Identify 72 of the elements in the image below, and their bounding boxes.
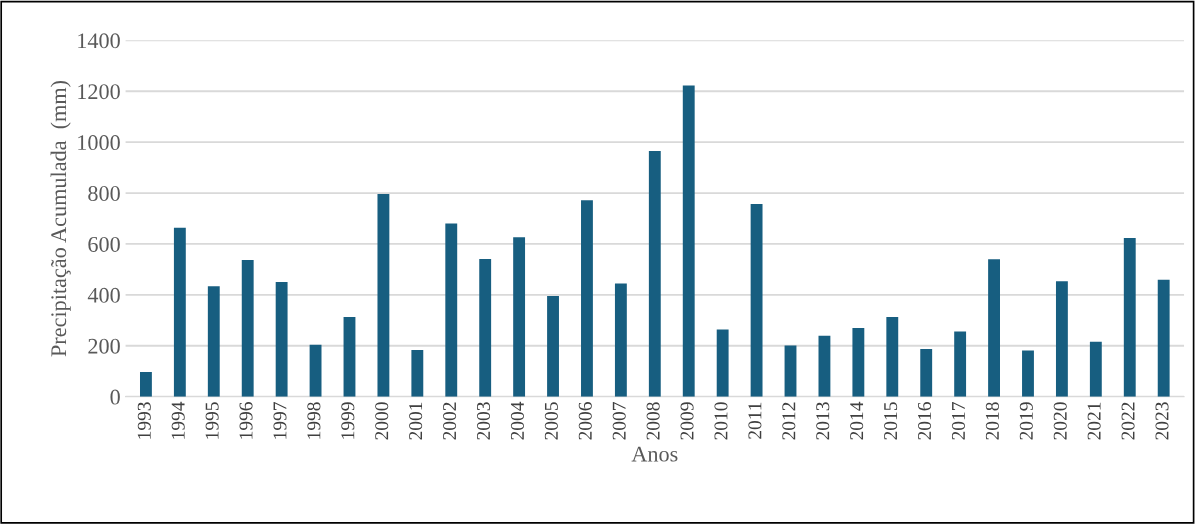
x-tick-label: 2012 <box>782 402 796 440</box>
bar <box>343 317 356 397</box>
bar <box>716 329 729 397</box>
x-tick-label: 2005 <box>544 402 558 440</box>
y-tick-label: 600 <box>88 236 120 252</box>
bar <box>445 223 458 397</box>
x-tick-label: 1999 <box>341 402 355 439</box>
x-tick-label: 2021 <box>1087 402 1101 440</box>
x-tick-label: 2003 <box>476 402 491 440</box>
bar <box>988 259 1000 397</box>
x-axis-title: Anos <box>631 446 678 462</box>
bar <box>682 85 695 397</box>
bar <box>818 335 831 397</box>
x-tick-label: 1995 <box>205 402 219 439</box>
y-tick-label: 0 <box>110 389 120 405</box>
x-tick-label: 2002 <box>443 402 457 440</box>
x-tick-label: 2015 <box>884 402 898 440</box>
x-tick-label: 2008 <box>646 402 660 440</box>
bar <box>377 194 390 397</box>
bar <box>207 286 220 397</box>
y-tick-label: 400 <box>87 287 120 303</box>
bar <box>1123 238 1136 397</box>
x-tick-label: 2007 <box>612 402 626 440</box>
bar <box>852 327 865 397</box>
bar <box>581 200 593 397</box>
bar <box>784 345 797 397</box>
bar <box>1157 279 1170 397</box>
x-tick-label: 2017 <box>951 402 965 440</box>
bar <box>1089 341 1102 397</box>
bar <box>411 350 424 397</box>
x-tick-label: 2023 <box>1155 402 1169 440</box>
bar <box>547 295 559 397</box>
bar <box>479 258 492 397</box>
x-tick-label: 2013 <box>816 402 830 440</box>
x-tick-label: 1996 <box>239 402 253 439</box>
x-tick-label: 2019 <box>1019 402 1033 440</box>
x-tick-label: 2004 <box>510 401 524 440</box>
bar <box>309 344 322 397</box>
y-tick-label: 1400 <box>78 33 120 49</box>
bar <box>173 227 186 397</box>
x-tick-label: 2022 <box>1121 402 1135 440</box>
x-tick-label: 2018 <box>985 402 999 440</box>
bar <box>241 259 254 397</box>
bar <box>1022 350 1034 397</box>
y-tick-label: 200 <box>88 338 120 354</box>
x-tick-label: 1994 <box>171 401 185 439</box>
bar <box>1055 281 1068 397</box>
bar <box>886 317 899 397</box>
x-tick-label: 2000 <box>375 402 389 440</box>
bar <box>920 349 933 397</box>
x-tick-label: 1993 <box>137 402 151 439</box>
bar <box>954 331 967 397</box>
bar <box>275 281 288 397</box>
y-tick-label: 1000 <box>78 135 120 151</box>
x-tick-label: 2014 <box>850 401 864 440</box>
x-tick-label: 2006 <box>578 402 592 440</box>
y-tick-label: 1200 <box>78 84 120 100</box>
bar <box>513 237 526 397</box>
bar <box>750 204 763 397</box>
y-tick-label: 800 <box>88 185 120 201</box>
x-tick-label: 2016 <box>917 402 932 440</box>
bar <box>140 371 152 397</box>
bar <box>648 151 661 397</box>
x-tick-label: 1997 <box>273 402 287 439</box>
y-axis-title: Precipitação Acumulada (mm) <box>50 80 71 357</box>
x-tick-label: 2020 <box>1053 402 1067 440</box>
x-tick-label: 1998 <box>307 402 321 439</box>
x-tick-label: 2011 <box>748 402 762 439</box>
x-tick-label: 2009 <box>680 402 694 440</box>
x-tick-label: 2001 <box>409 402 423 440</box>
x-tick-label: 2010 <box>714 402 728 440</box>
bar <box>614 283 627 397</box>
